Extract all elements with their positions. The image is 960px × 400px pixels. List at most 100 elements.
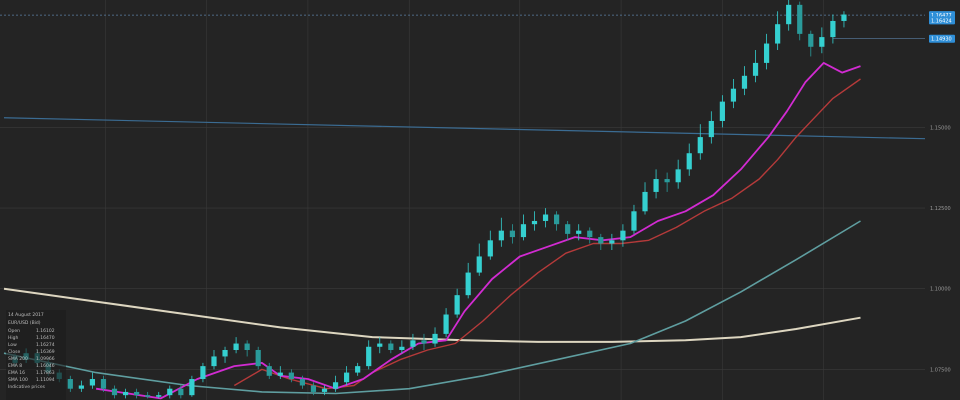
candle-65 xyxy=(730,79,737,109)
candle-46 xyxy=(520,214,527,241)
candle-body xyxy=(388,343,394,350)
candle-47 xyxy=(531,211,538,231)
candle-body xyxy=(554,214,560,225)
candle-body xyxy=(465,272,471,296)
candle-body xyxy=(432,333,438,344)
trendline xyxy=(3,117,926,140)
info-row-label: EMA 8 xyxy=(8,363,22,369)
candle-body xyxy=(200,366,206,380)
price-tag-box xyxy=(929,16,955,25)
candle-body xyxy=(653,179,659,192)
candle-5 xyxy=(67,375,73,392)
candle-45 xyxy=(509,224,515,244)
candle-body xyxy=(741,75,748,89)
info-row-label: Open xyxy=(8,328,20,334)
candle-73 xyxy=(819,27,825,54)
candle-body xyxy=(631,211,637,231)
moving-averages xyxy=(3,62,861,400)
info-row-value: 1.16274 xyxy=(36,342,55,348)
candle-34 xyxy=(388,340,394,354)
info-row-label: High xyxy=(8,335,18,341)
candle-63 xyxy=(708,111,714,144)
candle-14 xyxy=(167,385,173,399)
candle-61 xyxy=(686,143,692,176)
candle-body xyxy=(775,24,781,44)
candle-67 xyxy=(752,50,759,83)
candle-body xyxy=(542,214,549,221)
candle-body xyxy=(642,191,648,212)
candle-6 xyxy=(78,380,84,392)
candle-36 xyxy=(410,333,416,350)
candle-body xyxy=(587,230,593,238)
candle-13 xyxy=(156,391,162,399)
candle-body xyxy=(222,350,228,357)
candle-75 xyxy=(841,11,847,28)
candle-64 xyxy=(719,95,725,128)
candle-body xyxy=(366,346,372,367)
info-row-value: 1.16470 xyxy=(36,335,55,341)
candlesticks xyxy=(12,0,847,399)
price-tag-box xyxy=(929,34,955,43)
candle-body xyxy=(299,379,306,386)
trendline-line xyxy=(3,117,926,140)
info-row-value: 1.17863 xyxy=(36,370,55,376)
candle-body xyxy=(266,366,272,376)
candle-body xyxy=(752,62,759,76)
candle-body xyxy=(476,256,482,273)
candle-body xyxy=(167,388,173,396)
candle-24 xyxy=(277,366,283,380)
candle-39 xyxy=(443,308,449,338)
candle-22 xyxy=(255,346,261,370)
candle-15 xyxy=(178,385,184,399)
candle-body xyxy=(498,230,504,241)
info-row-value: 1.16102 xyxy=(36,328,55,334)
candle-12 xyxy=(145,391,151,399)
candle-40 xyxy=(454,288,460,318)
candle-body xyxy=(620,230,626,241)
candle-27 xyxy=(310,382,317,396)
candle-8 xyxy=(100,375,107,392)
candle-74 xyxy=(830,14,836,44)
candle-body xyxy=(686,153,692,170)
series-sma-200 xyxy=(3,287,861,343)
candle-body xyxy=(719,101,725,121)
candle-21 xyxy=(244,340,250,357)
candle-51 xyxy=(576,224,582,241)
candle-body xyxy=(763,43,770,63)
candle-30 xyxy=(344,366,350,386)
info-row-label: Low xyxy=(8,342,17,348)
candle-72 xyxy=(808,30,814,57)
candle-body xyxy=(111,388,118,396)
candle-32 xyxy=(366,340,372,370)
candle-body xyxy=(531,220,538,225)
candle-body xyxy=(288,372,294,380)
candle-body xyxy=(808,33,814,47)
info-instrument: EUR/USD (Bid) xyxy=(8,320,41,326)
y-tick-label: 1.12500 xyxy=(930,206,951,212)
candle-body xyxy=(355,366,361,373)
candle-body xyxy=(145,395,151,397)
candle-body xyxy=(487,240,493,257)
candle-body xyxy=(730,88,737,102)
candle-body xyxy=(332,382,339,389)
candle-body xyxy=(797,4,803,34)
candle-23 xyxy=(266,362,272,380)
candle-body xyxy=(211,356,217,367)
candle-54 xyxy=(609,233,615,250)
y-axis: 1.15000 1.12500 1.10000 1.07500 xyxy=(930,125,951,373)
candle-71 xyxy=(797,1,803,41)
candle-body xyxy=(189,379,195,396)
candle-70 xyxy=(786,0,792,31)
candle-33 xyxy=(377,337,383,354)
candle-body xyxy=(819,37,825,47)
candle-57 xyxy=(642,182,648,215)
candle-9 xyxy=(111,385,118,399)
candle-body xyxy=(89,379,96,386)
candle-35 xyxy=(399,340,405,354)
series-ema-16 xyxy=(233,78,861,390)
price-tag-label: 1.14930 xyxy=(931,37,952,43)
candle-body xyxy=(520,224,527,238)
price-tag-label: 1.16424 xyxy=(931,18,952,24)
